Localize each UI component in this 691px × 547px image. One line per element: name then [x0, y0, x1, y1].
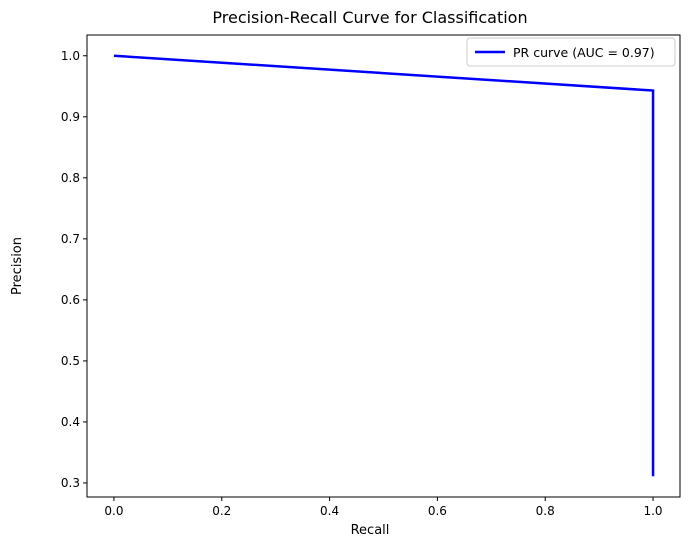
- legend-box: [466, 37, 676, 67]
- x-axis-label: Recall: [351, 523, 390, 538]
- x-tick-label: 0.4: [320, 504, 339, 518]
- y-tick-label: 0.4: [61, 415, 80, 429]
- legend: PR curve (AUC = 0.97): [466, 37, 676, 67]
- plot-area-frame: [86, 34, 681, 498]
- y-axis-ticks: 0.3 0.4 0.5 0.6 0.7 0.8 0.9 1.0: [61, 49, 87, 490]
- y-tick-label: 0.3: [61, 476, 80, 490]
- x-tick-label: 0.0: [104, 504, 123, 518]
- x-axis-ticks: 0.0 0.2 0.4 0.6 0.8 1.0: [104, 497, 663, 518]
- chart-title: Precision-Recall Curve for Classificatio…: [212, 8, 527, 27]
- x-tick-label: 0.8: [536, 504, 555, 518]
- y-axis-label: Precision: [10, 237, 25, 295]
- pr-curve-line: [113, 54, 655, 477]
- x-tick-label: 1.0: [643, 504, 662, 518]
- x-tick-label: 0.2: [212, 504, 231, 518]
- y-tick-label: 0.7: [61, 232, 80, 246]
- y-tick-label: 0.6: [61, 293, 80, 307]
- y-tick-label: 0.8: [61, 171, 80, 185]
- y-tick-label: 1.0: [61, 49, 80, 63]
- y-tick-label: 0.5: [61, 354, 80, 368]
- series-layer: [113, 54, 655, 477]
- y-tick-label: 0.9: [61, 110, 80, 124]
- x-tick-label: 0.6: [428, 504, 447, 518]
- legend-entry-label: PR curve (AUC = 0.97): [513, 45, 655, 60]
